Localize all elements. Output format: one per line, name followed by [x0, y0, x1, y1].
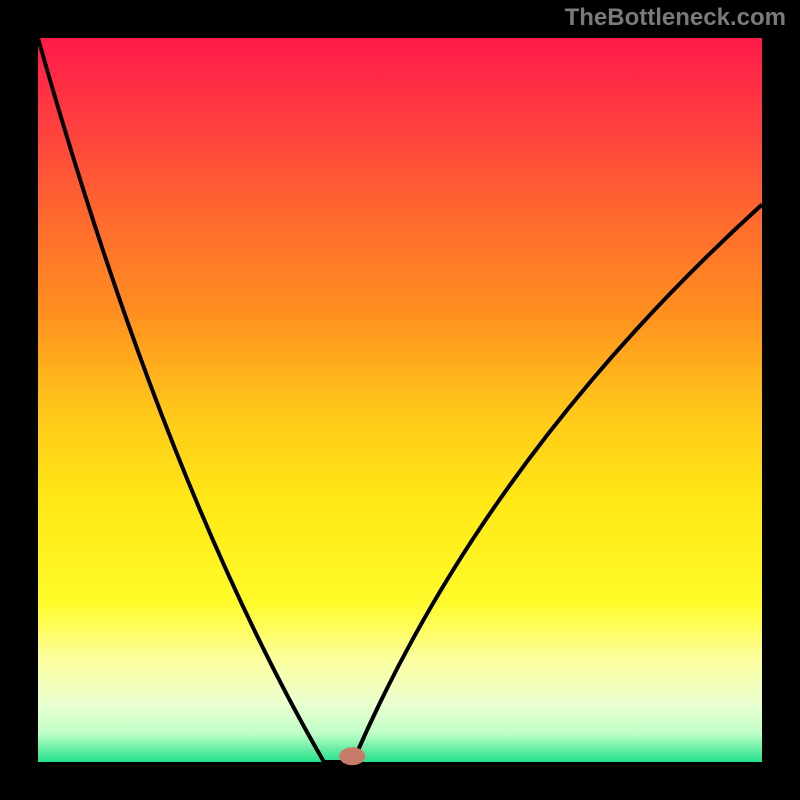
- chart-container: TheBottleneck.com: [0, 0, 800, 800]
- bottleneck-chart: [0, 0, 800, 800]
- optimal-point-marker: [339, 747, 365, 765]
- chart-plot-area: [38, 38, 762, 762]
